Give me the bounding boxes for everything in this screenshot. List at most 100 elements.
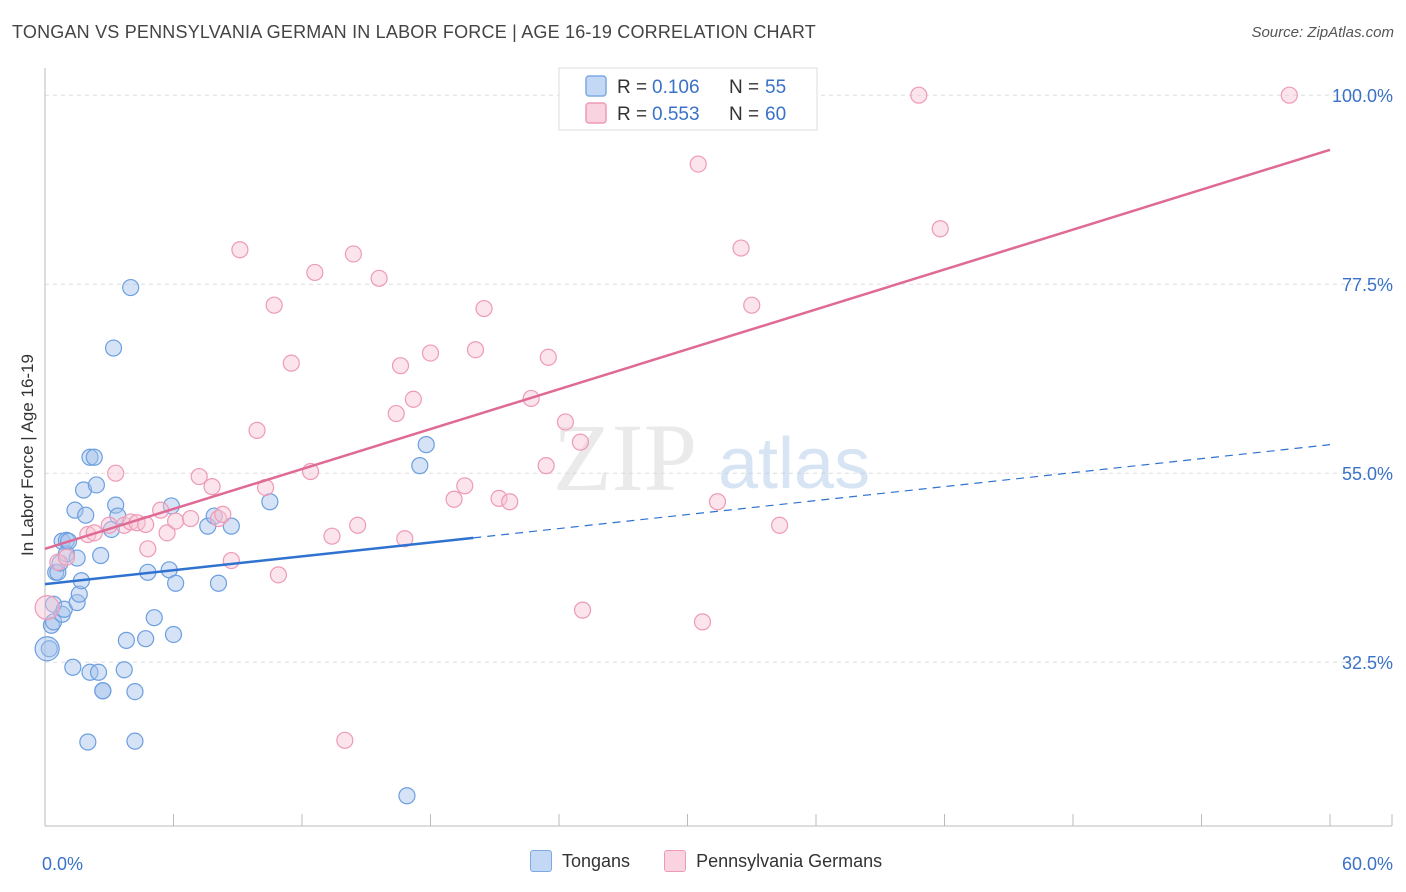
tongans-points (34, 278, 435, 805)
pennsylvania-germans-point-55 (732, 239, 750, 257)
tongans-point-44 (164, 625, 183, 644)
pennsylvania-germans-point-49 (571, 433, 590, 451)
legend-item-pennsylvania-germans[interactable]: Pennsylvania Germans (664, 850, 882, 872)
trend-lines (44, 148, 1331, 586)
pennsylvania-germans-point-33 (370, 269, 388, 287)
gridlines (45, 94, 1392, 663)
x-tick-label-max: 60.0% (1342, 854, 1393, 874)
pennsylvania-germans-point-17 (203, 478, 221, 496)
pennsylvania-germans-point-11 (139, 540, 157, 558)
tongans-point-39 (137, 630, 155, 648)
pennsylvania-germans-trend-line (44, 148, 1331, 550)
tongans-point-29 (94, 682, 112, 700)
pennsylvania-germans-point-14 (167, 512, 185, 530)
stats-swatch-pennsylvania-germans (585, 102, 607, 124)
tongans-point-50 (261, 493, 279, 511)
y-tick-label-3: 32.5% (1342, 653, 1393, 673)
tick-labels: 100.0% 77.5% 55.0% 32.5% 0.0% 60.0% (42, 86, 1393, 874)
x-tick-label-min: 0.0% (42, 854, 83, 874)
stats-r-value-pennsylvania-germans: 0.553 (652, 104, 700, 125)
source-label: Source: ZipAtlas.com (1251, 24, 1394, 41)
series-legend: Tongans Pennsylvania Germans (530, 850, 916, 872)
stats-n-value-tongans: 55 (765, 77, 786, 98)
stats-swatch-tongans (585, 75, 607, 97)
watermark-atlas: atlas (718, 424, 870, 504)
tongans-point-21 (79, 733, 97, 751)
pennsylvania-germans-point-54 (708, 493, 727, 511)
tongans-point-20 (77, 506, 95, 524)
pennsylvania-germans-point-22 (248, 421, 266, 439)
stats-legend: R = 0.106 N = 55 R = 0.553 N = 60 (558, 67, 818, 131)
tongans-point-0 (40, 640, 58, 658)
stats-n-label-tongans: N = (729, 77, 759, 98)
tongans-point-51 (398, 787, 416, 805)
tongans-point-35 (117, 631, 135, 649)
pennsylvania-germans-point-42 (475, 299, 493, 318)
tongans-point-49 (222, 517, 240, 535)
pennsylvania-germans-point-2 (57, 548, 76, 566)
legend-swatch-pennsylvania-germans (664, 850, 687, 872)
tongans-point-14 (66, 501, 84, 519)
watermark-zip: ZIP (553, 404, 697, 511)
tongans-point-34 (115, 661, 133, 679)
tongans-point-38 (126, 732, 144, 750)
tongans-trend-extension (473, 444, 1331, 539)
pennsylvania-germans-point-48 (556, 413, 575, 431)
tongans-point-48 (209, 574, 228, 592)
pennsylvania-germans-point-53 (693, 613, 712, 631)
pennsylvania-germans-point-37 (404, 390, 422, 408)
tongans-point-22 (81, 448, 99, 466)
pennsylvania-germans-point-29 (323, 527, 341, 545)
tongans-point-25 (87, 476, 106, 494)
tongans-point-24 (85, 448, 103, 466)
pennsylvania-germans-point-16 (190, 467, 208, 486)
tongans-point-54 (34, 636, 60, 662)
pennsylvania-germans-point-0 (34, 594, 60, 621)
pennsylvania-germans-point-28 (306, 263, 324, 282)
pennsylvania-germans-point-41 (466, 341, 485, 359)
pennsylvania-germans-point-30 (336, 731, 354, 749)
axes (44, 68, 1393, 827)
pennsylvania-germans-point-58 (910, 86, 928, 104)
pennsylvania-germans-point-47 (539, 348, 557, 366)
tongans-point-27 (92, 546, 110, 565)
legend-label-tongans: Tongans (562, 850, 631, 871)
y-tick-label-2: 55.0% (1342, 464, 1393, 484)
pennsylvania-germans-point-39 (445, 490, 463, 508)
stats-n-label-pennsylvania-germans: N = (729, 104, 759, 125)
tongans-point-37 (126, 682, 144, 701)
pennsylvania-germans-point-40 (456, 477, 474, 495)
tongans-point-31 (104, 339, 123, 357)
pennsylvania-germans-point-15 (182, 509, 200, 528)
pennsylvania-germans-point-25 (269, 566, 288, 584)
y-tick-label-0: 100.0% (1332, 86, 1393, 106)
legend-label-pennsylvania-germans: Pennsylvania Germans (696, 850, 883, 871)
pennsylvania-germans-point-59 (931, 220, 949, 238)
pennsylvania-germans-points (34, 86, 1298, 749)
pennsylvania-germans-point-57 (770, 516, 789, 534)
stats-r-label-tongans: R = (617, 77, 647, 98)
tongans-point-36 (122, 278, 140, 297)
tongans-point-19 (74, 481, 93, 499)
y-tick-label-1: 77.5% (1342, 275, 1393, 295)
pennsylvania-germans-point-32 (349, 516, 367, 534)
stats-r-label-pennsylvania-germans: R = (617, 104, 647, 125)
tongans-point-53 (417, 436, 435, 454)
pennsylvania-germans-point-56 (743, 296, 761, 314)
tongans-point-17 (70, 585, 88, 603)
pennsylvania-germans-point-24 (265, 296, 283, 314)
legend-item-tongans[interactable]: Tongans (530, 850, 630, 872)
pennsylvania-germans-point-44 (501, 493, 519, 511)
pennsylvania-germans-point-26 (282, 354, 300, 372)
pennsylvania-germans-point-35 (391, 357, 410, 375)
pennsylvania-germans-point-20 (222, 551, 240, 570)
pennsylvania-germans-point-1 (49, 553, 67, 571)
pennsylvania-germans-point-31 (344, 245, 362, 263)
stats-n-value-pennsylvania-germans: 60 (765, 104, 786, 125)
chart-title: TONGAN VS PENNSYLVANIA GERMAN IN LABOR F… (12, 22, 816, 42)
stats-r-value-tongans: 0.106 (652, 77, 700, 98)
tongans-point-45 (167, 574, 185, 592)
pennsylvania-germans-point-43 (490, 489, 508, 507)
pennsylvania-germans-point-46 (537, 457, 555, 475)
